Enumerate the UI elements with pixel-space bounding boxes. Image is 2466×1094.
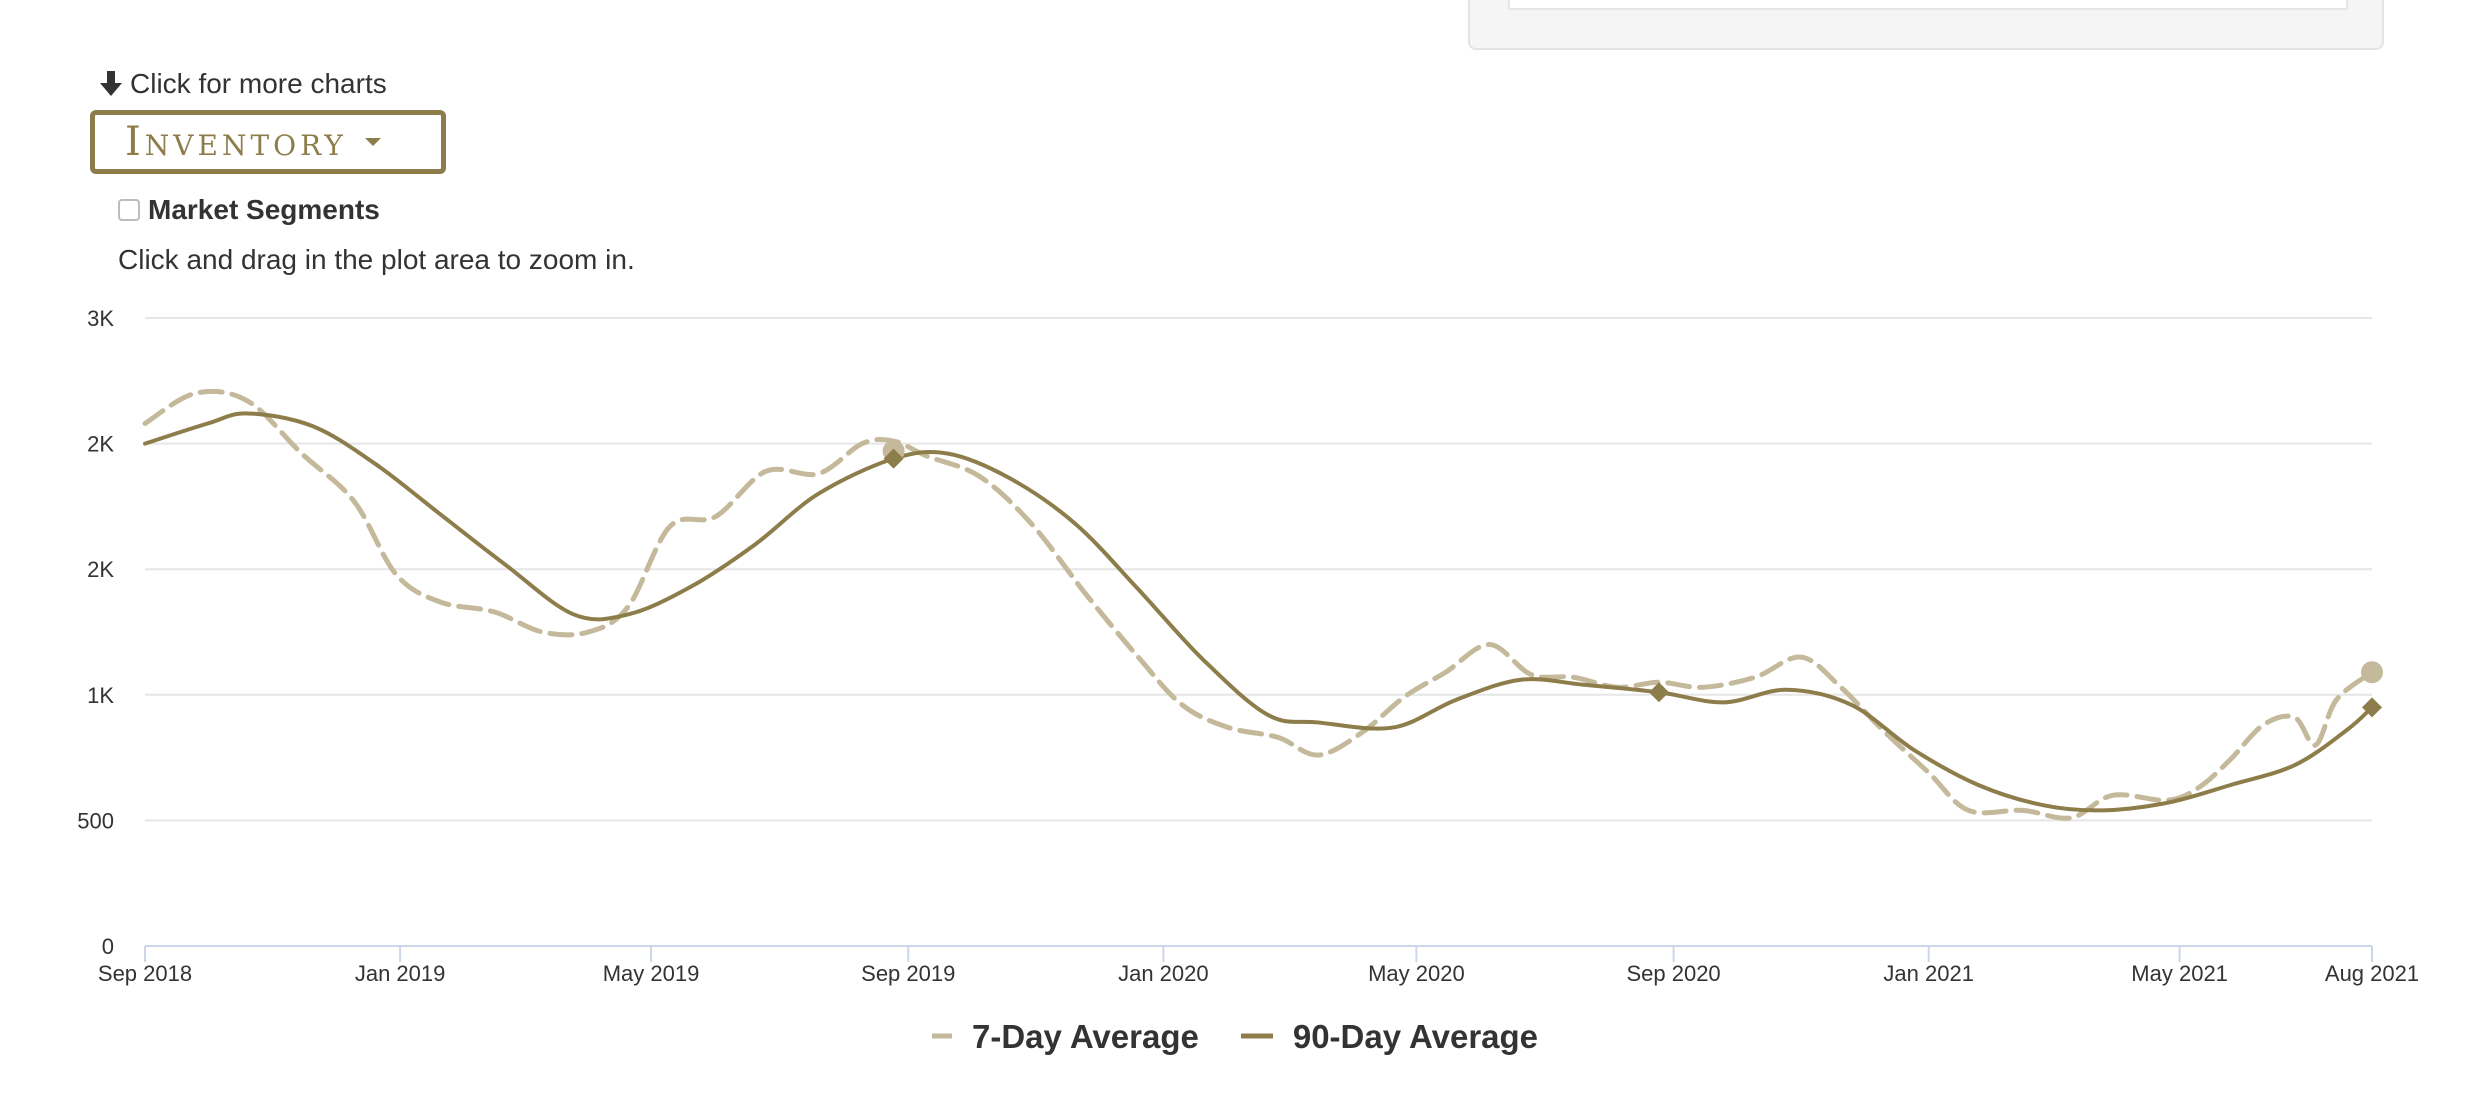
series-layer [142,388,2375,821]
series-line-90day-average[interactable] [143,411,2374,813]
x-tick-label: Jan 2021 [1883,961,1974,986]
data-point-90day[interactable] [2362,697,2382,718]
grid-layer [145,317,2372,822]
x-tick-label: May 2019 [603,961,700,986]
legend-item-7day[interactable]: 7-Day Average [930,1018,1199,1056]
data-point-90day[interactable] [883,448,904,469]
y-tick-label: 3K [87,306,114,331]
axis-layer: 0 500 1K 2K 2K 3K Sep 2018 Jan 2019 May 2019 Sep … [77,306,2419,986]
more-charts-label: Click for more charts [130,68,387,99]
legend-label-90day: 90-Day Average [1292,1018,1539,1055]
x-tick-label: Aug 2021 [2325,961,2419,986]
chart-selector-label: Inventory [125,119,347,165]
x-tick-label: Jan 2020 [1118,961,1209,986]
x-tick-label: Sep 2018 [98,961,192,986]
y-tick-label: 500 [77,808,114,833]
dash-line-icon [930,1028,954,1046]
legend-label-7day: 7-Day Average [972,1018,1199,1055]
y-tick-label: 0 [102,934,114,959]
marker-layer [882,440,2383,718]
market-segments-checkbox[interactable] [118,199,140,221]
x-tick-label: May 2020 [1368,961,1465,986]
y-tick-label: 2K [87,432,114,457]
data-point-90day[interactable] [1648,682,1669,703]
chart-selector-dropdown[interactable]: Inventory [90,110,446,174]
series-line-7day-average[interactable] [142,388,2375,821]
top-panel-inner [1508,0,2348,10]
arrow-down-icon [98,70,124,98]
top-panel [1468,0,2384,50]
data-point-7day[interactable] [2361,661,2383,684]
x-tick-label: Jan 2019 [355,961,446,986]
x-tick-label: May 2021 [2131,961,2228,986]
y-tick-label: 1K [87,683,114,708]
market-segments-label: Market Segments [148,194,380,225]
solid-line-icon [1239,1028,1275,1046]
legend-item-90day[interactable]: 90-Day Average [1239,1018,1538,1056]
market-segments-toggle[interactable]: Market Segments [118,194,380,226]
x-tick-label: Sep 2020 [1626,961,1720,986]
y-tick-label: 2K [87,557,114,582]
more-charts-link[interactable]: Click for more charts [98,68,387,100]
zoom-hint: Click and drag in the plot area to zoom … [118,244,635,275]
chart-legend: 7-Day Average 90-Day Average [930,1018,1538,1056]
caret-down-icon [364,138,381,146]
x-tick-label: Sep 2019 [861,961,955,986]
